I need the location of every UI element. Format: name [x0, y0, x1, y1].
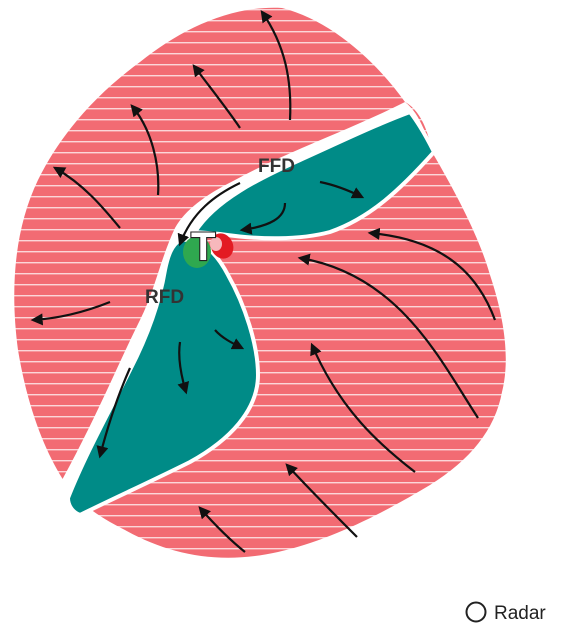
- flow-arrow-icon: [52, 166, 121, 229]
- open-circle-icon: [465, 601, 487, 623]
- flow-arrow-icon: [96, 367, 132, 459]
- flow-arrow-icon: [285, 463, 358, 538]
- legend-label: Radar: [494, 603, 546, 624]
- flow-arrow-icon: [30, 300, 111, 326]
- outflow-arrows: [30, 10, 497, 553]
- flow-arrow-icon: [260, 10, 292, 121]
- green-vortex-icon: [183, 236, 211, 268]
- flow-arrow-icon: [214, 329, 245, 350]
- pink-vortex-core-icon: [210, 237, 222, 251]
- flow-arrow-icon: [130, 104, 160, 196]
- flow-arrow-icon: [239, 202, 287, 235]
- tornado-t-label: T: [191, 225, 215, 269]
- flow-arrow-icon: [192, 64, 241, 129]
- rear-flank-downdraft: [65, 237, 261, 518]
- flow-arrow-icon: [310, 342, 416, 473]
- ffd-label: FFD: [258, 156, 295, 177]
- flow-arrow-icon: [297, 253, 479, 419]
- legend: Radar: [465, 601, 546, 624]
- flow-arrow-icon: [198, 506, 246, 553]
- flow-arrow-icon: [367, 227, 497, 321]
- flow-arrow-icon: [177, 341, 190, 395]
- forward-flank-downdraft: [191, 109, 437, 241]
- flow-arrow-icon: [177, 182, 241, 247]
- flow-arrow-icon: [319, 180, 365, 199]
- rfd-label: RFD: [145, 287, 184, 308]
- downdraft-arrows: [96, 180, 365, 459]
